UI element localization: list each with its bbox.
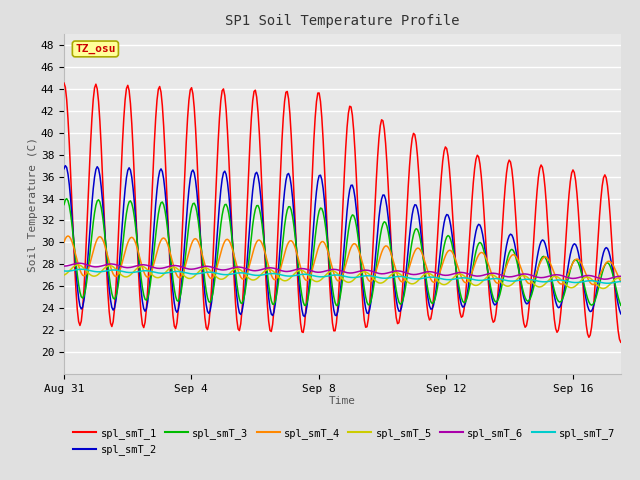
Text: TZ_osu: TZ_osu: [75, 44, 116, 54]
Legend: spl_smT_1, spl_smT_2, spl_smT_3, spl_smT_4, spl_smT_5, spl_smT_6, spl_smT_7: spl_smT_1, spl_smT_2, spl_smT_3, spl_smT…: [69, 424, 620, 459]
Title: SP1 Soil Temperature Profile: SP1 Soil Temperature Profile: [225, 14, 460, 28]
X-axis label: Time: Time: [329, 396, 356, 406]
Y-axis label: Soil Temperature (C): Soil Temperature (C): [28, 136, 38, 272]
